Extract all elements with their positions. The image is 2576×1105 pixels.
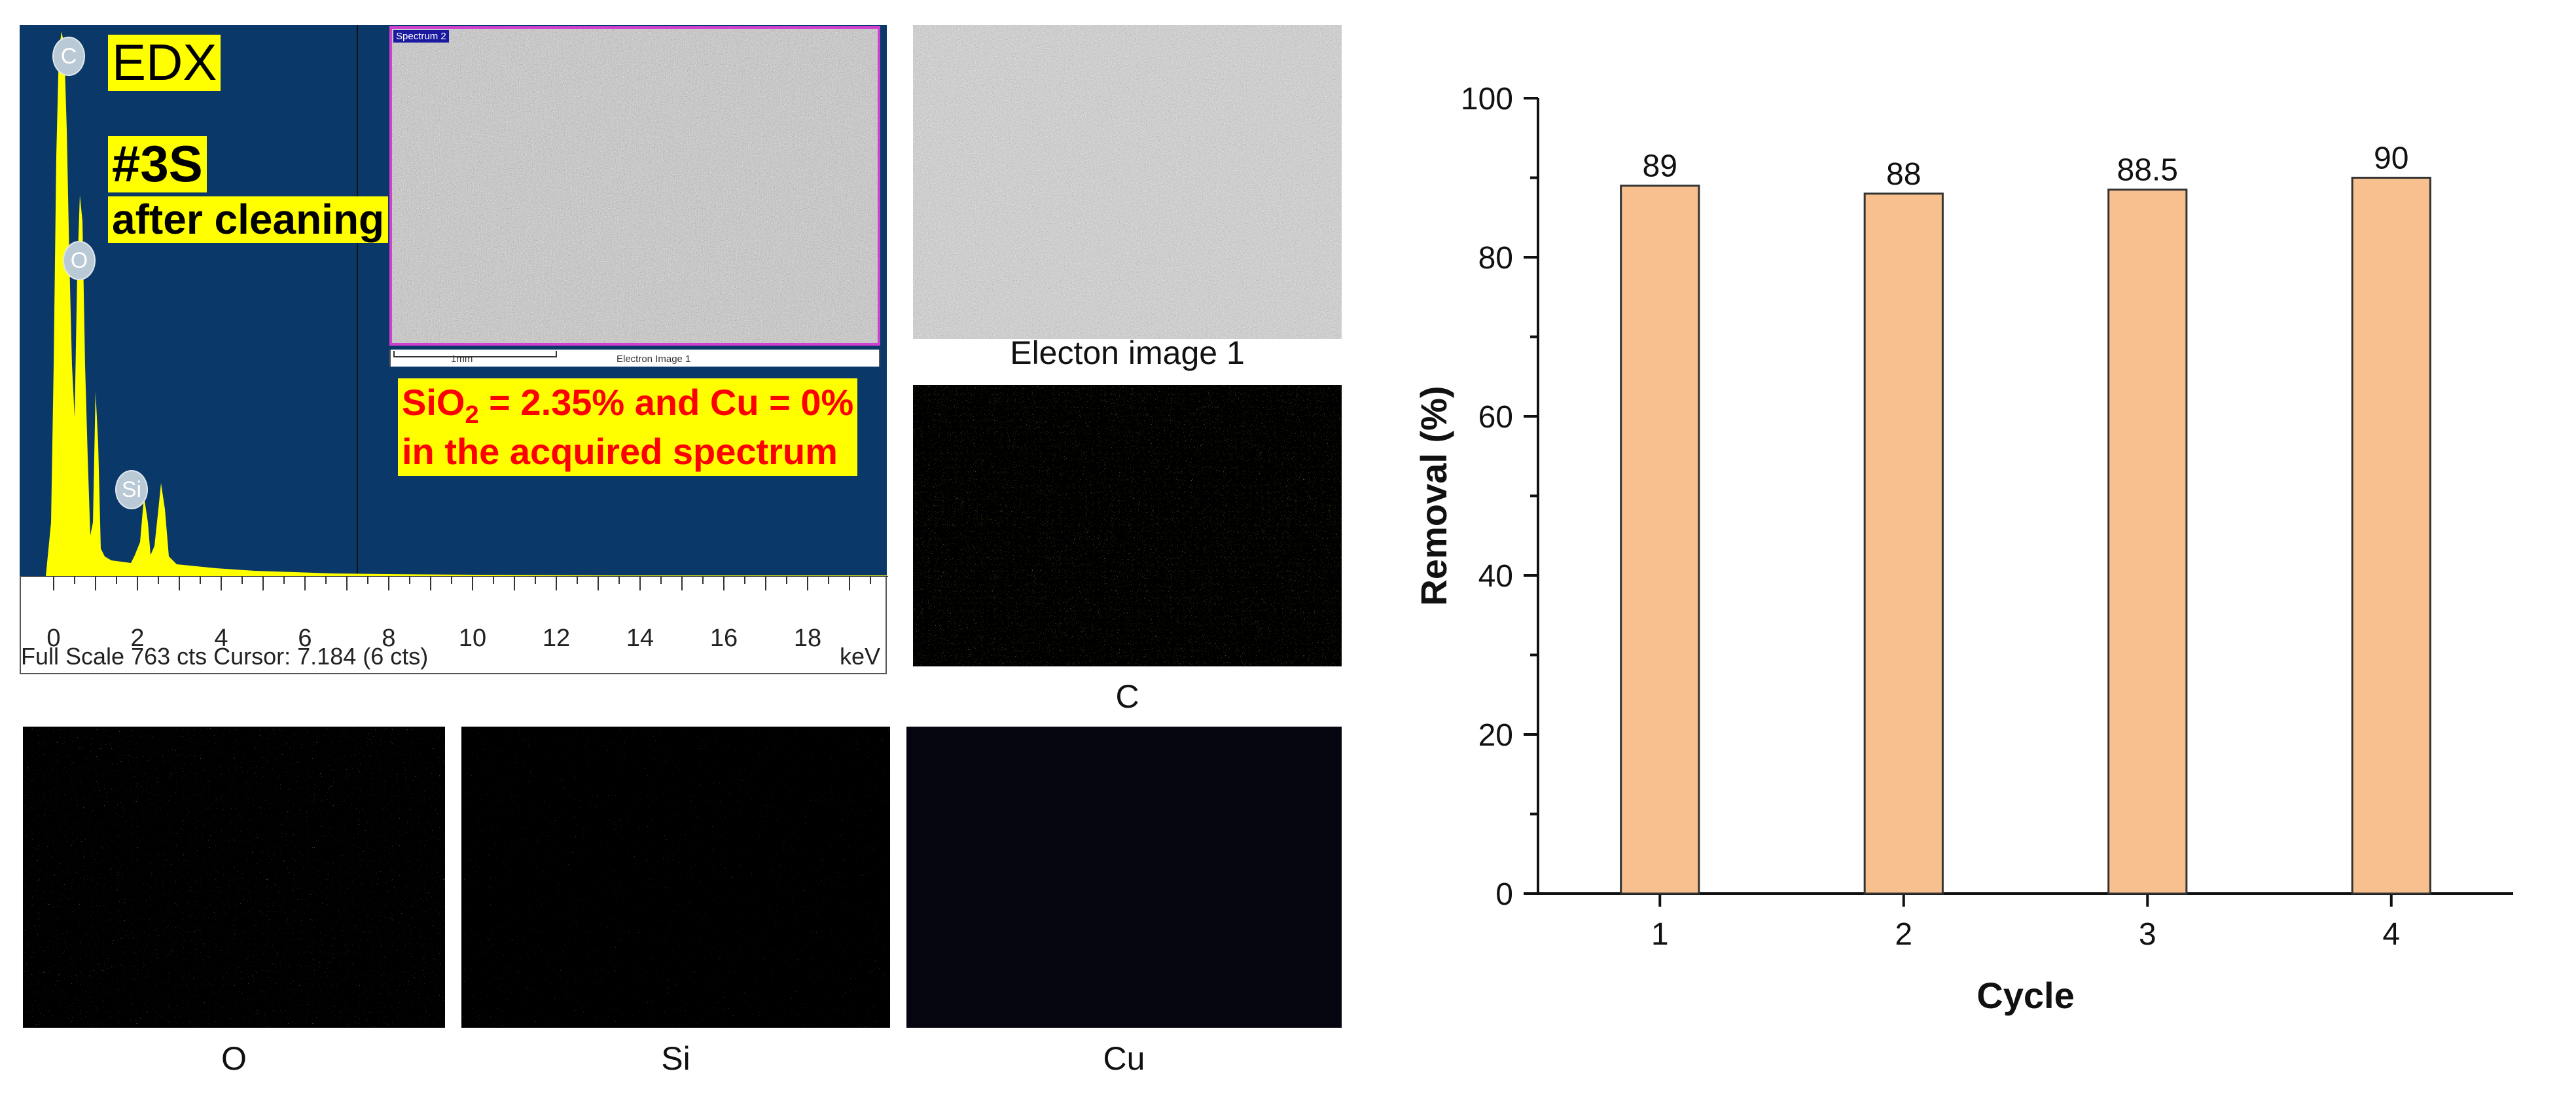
edx-tick-label: 0: [46, 625, 61, 652]
composition-line1-pre: SiO: [402, 382, 465, 423]
edx-condition-label: after cleaning: [108, 196, 389, 244]
edx-tick-label: 18: [793, 625, 822, 652]
edx-spectrum-plot: C O Si EDX #3S after cleaning Spectrum 2…: [20, 25, 887, 576]
edx-unit-label: keV: [839, 643, 880, 670]
scale-bar: [393, 351, 557, 357]
bar-data-label: 90: [2374, 141, 2408, 176]
si-map-texture: [461, 727, 890, 1028]
bar: [1863, 192, 1944, 895]
chart-bars: [1620, 177, 2431, 895]
bar-data-label: 89: [1643, 149, 1677, 184]
edx-spectrum-panel: C O Si EDX #3S after cleaning Spectrum 2…: [20, 25, 888, 679]
edx-tick-label: 8: [382, 625, 396, 652]
y-tick-label: 20: [1478, 718, 1513, 753]
si-map-label: Si: [661, 1040, 690, 1077]
cu-map: [906, 727, 1342, 1028]
y-axis-title: Removal (%): [1413, 386, 1454, 606]
y-tick-label: 0: [1495, 877, 1513, 912]
edx-tick-label: 2: [130, 625, 145, 652]
sem-inset-scale-strip: 1mm Electron Image 1: [389, 350, 880, 367]
sem-inset-texture: [392, 29, 878, 343]
edx-energy-axis: 0 2 4 6 8 10 12 14 16 18 Full Scale 763 …: [20, 576, 888, 674]
edx-title-label: EDX: [108, 35, 221, 91]
edx-axis-ticks: [21, 576, 888, 590]
y-tick-label: 60: [1478, 400, 1513, 435]
composition-line2: in the acquired spectrum: [402, 431, 838, 473]
bar: [1620, 185, 1700, 895]
electron-image-label: Electon image 1: [1010, 335, 1245, 371]
y-tick-label: 80: [1478, 241, 1513, 276]
y-tick-label: 40: [1478, 559, 1513, 594]
inset-caption: Electron Image 1: [617, 353, 691, 365]
composition-line1-post: = 2.35% and Cu = 0%: [478, 382, 854, 423]
removal-bar-chart: 0 20 40 60 80 100 1 89 2 88 3 88.5 4 90 Cycle Removal…: [1413, 82, 2513, 1016]
bar-data-label: 88: [1886, 157, 1921, 192]
bar-data-label: 88.5: [2117, 153, 2178, 188]
scale-bar-label: 1mm: [451, 353, 473, 365]
o-map: [23, 727, 445, 1028]
peak-label-c: C: [52, 37, 85, 76]
edx-spectrum-svg: [20, 25, 887, 576]
si-map: [461, 727, 890, 1028]
edx-tick-label: 4: [214, 625, 228, 652]
y-tick-label: 100: [1461, 82, 1513, 117]
edx-sample-label: #3S: [108, 136, 207, 192]
edx-tick-label: 16: [709, 625, 738, 652]
cu-map-label: Cu: [1103, 1040, 1145, 1077]
peak-label-si: Si: [115, 470, 148, 509]
peak-label-o: O: [63, 241, 96, 280]
x-tick-label: 2: [1895, 917, 1912, 952]
x-tick-label: 4: [2382, 917, 2400, 952]
o-map-label: O: [221, 1040, 247, 1077]
c-map-label: C: [1115, 678, 1139, 715]
o-map-texture: [23, 727, 445, 1028]
edx-tick-label: 6: [298, 625, 312, 652]
x-tick-label: 1: [1651, 917, 1669, 952]
x-tick-label: 3: [2139, 917, 2156, 952]
electron-image-texture: [913, 25, 1342, 339]
bar: [2351, 177, 2431, 895]
sem-inset-image: Spectrum 2: [389, 26, 880, 346]
spectrum-tag: Spectrum 2: [393, 30, 449, 43]
chart-axes: [1524, 97, 2513, 907]
composition-line1-sub: 2: [465, 401, 479, 429]
x-axis-title: Cycle: [1977, 975, 2074, 1016]
electron-image: [913, 25, 1342, 339]
c-map: [913, 385, 1342, 666]
edx-tick-label: 14: [626, 625, 654, 652]
edx-status-text: Full Scale 763 cts Cursor: 7.184 (6 cts): [21, 643, 429, 670]
edx-tick-label: 12: [542, 625, 571, 652]
chart-labels: 0 20 40 60 80 100 1 89 2 88 3 88.5 4 90: [1461, 82, 2409, 952]
edx-tick-label: 10: [458, 625, 487, 652]
c-map-texture: [913, 385, 1342, 666]
bar: [2107, 189, 2188, 895]
composition-note: SiO2 = 2.35% and Cu = 0% in the acquired…: [398, 378, 858, 477]
